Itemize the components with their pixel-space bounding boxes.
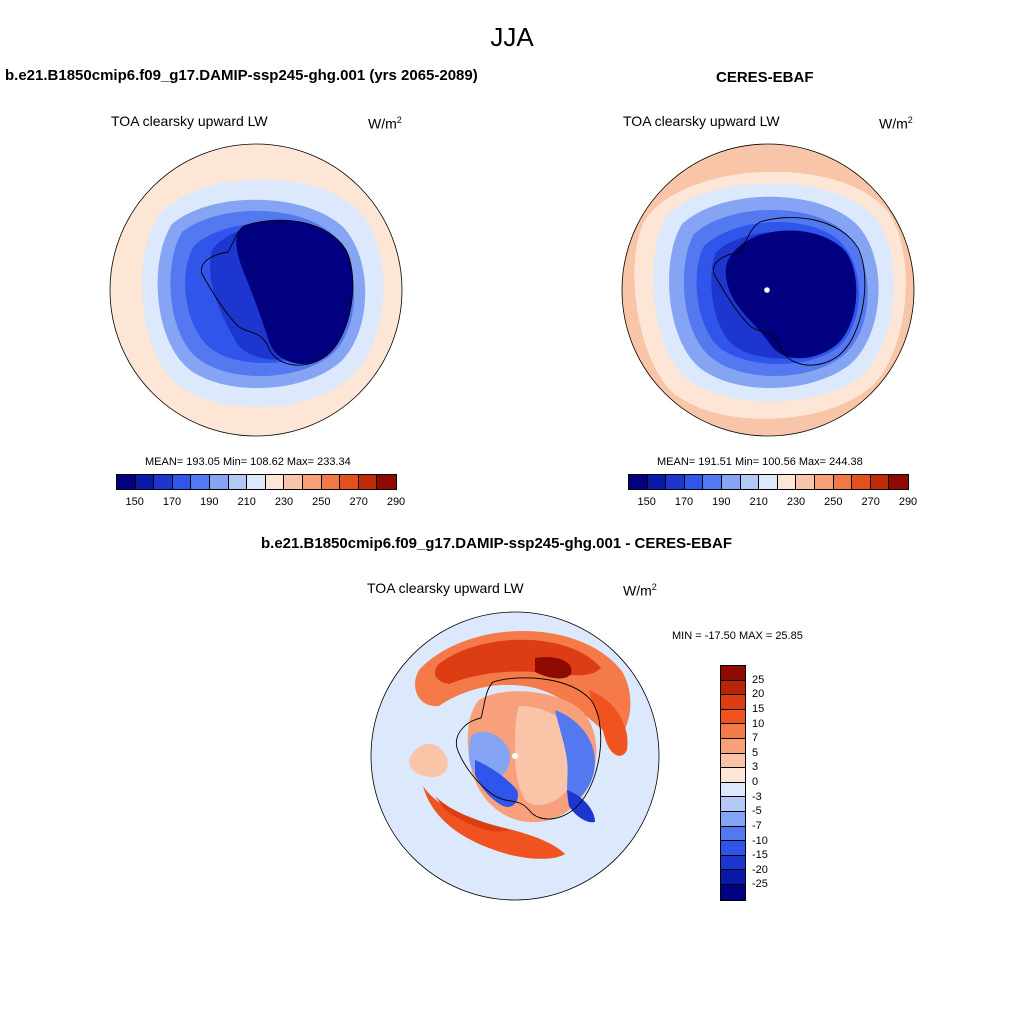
colorbar-tick-label: 150 — [637, 496, 656, 508]
colorbar-swatch — [377, 475, 396, 489]
colorbar-swatch — [721, 724, 745, 739]
colorbar-swatch — [721, 475, 741, 489]
colorbar-swatch — [358, 475, 378, 489]
diff-polar-map — [370, 611, 660, 901]
colorbar-tick-label: -3 — [752, 790, 762, 803]
colorbar-tick-label: -10 — [752, 834, 768, 847]
colorbar-tick-label: -25 — [752, 878, 768, 891]
colorbar-swatch — [117, 475, 136, 489]
model-units-label: W/m2 — [368, 115, 402, 132]
obs-units-label: W/m2 — [879, 115, 913, 132]
colorbar-swatch — [172, 475, 192, 489]
colorbar-swatch — [703, 475, 722, 489]
colorbar-tick-label: 250 — [824, 496, 843, 508]
colorbar-swatch — [684, 475, 704, 489]
colorbar-swatch — [247, 475, 266, 489]
colorbar-tick-label: 170 — [162, 496, 182, 508]
obs-panel-title: CERES-EBAF — [716, 69, 814, 86]
colorbar-tick-label: 20 — [752, 688, 765, 701]
obs-stats: MEAN= 191.51 Min= 100.56 Max= 244.38 — [657, 456, 863, 468]
obs-variable-label: TOA clearsky upward LW — [623, 113, 780, 129]
colorbar-swatch — [721, 753, 745, 769]
colorbar-swatch — [284, 475, 303, 489]
colorbar-swatch — [721, 855, 745, 871]
colorbar-tick-label: -20 — [752, 863, 768, 876]
colorbar-swatch — [870, 475, 890, 489]
colorbar-swatch — [721, 811, 745, 827]
colorbar-tick-label: 190 — [712, 496, 731, 508]
colorbar-swatch — [852, 475, 871, 489]
model-stats: MEAN= 193.05 Min= 108.62 Max= 233.34 — [145, 456, 351, 468]
colorbar-tick-label: 5 — [752, 746, 759, 759]
colorbar-tick-label: 15 — [752, 702, 765, 715]
model-variable-label: TOA clearsky upward LW — [111, 113, 268, 129]
colorbar-swatch — [721, 782, 745, 798]
colorbar-swatch — [721, 709, 745, 725]
obs-colorbar — [628, 474, 909, 490]
colorbar-tick-label: 0 — [752, 776, 759, 788]
diff-variable-label: TOA clearsky upward LW — [367, 580, 524, 596]
diff-colorbar — [720, 665, 746, 901]
colorbar-tick-label: 230 — [786, 496, 806, 508]
diff-units-label: W/m2 — [623, 582, 657, 599]
colorbar-swatch — [721, 695, 745, 710]
colorbar-tick-label: 210 — [749, 496, 768, 508]
colorbar-swatch — [721, 768, 745, 783]
colorbar-swatch — [721, 680, 745, 696]
colorbar-swatch — [740, 475, 760, 489]
diff-stats: MIN = -17.50 MAX = 25.85 — [672, 630, 803, 642]
colorbar-swatch — [889, 475, 908, 489]
colorbar-swatch — [340, 475, 359, 489]
colorbar-swatch — [777, 475, 797, 489]
colorbar-swatch — [265, 475, 285, 489]
colorbar-swatch — [228, 475, 248, 489]
colorbar-tick-label: 270 — [861, 496, 880, 508]
colorbar-tick-label: -5 — [752, 805, 762, 818]
colorbar-tick-label: 190 — [200, 496, 219, 508]
colorbar-swatch — [647, 475, 667, 489]
obs-polar-map — [621, 143, 915, 437]
colorbar-swatch — [629, 475, 648, 489]
colorbar-swatch — [321, 475, 341, 489]
colorbar-swatch — [833, 475, 853, 489]
colorbar-swatch — [721, 841, 745, 856]
diff-panel-title: b.e21.B1850cmip6.f09_g17.DAMIP-ssp245-gh… — [261, 535, 732, 552]
colorbar-swatch — [759, 475, 778, 489]
colorbar-swatch — [721, 884, 745, 900]
colorbar-tick-label: 270 — [349, 496, 368, 508]
season-title: JJA — [490, 22, 534, 52]
colorbar-tick-label: 3 — [752, 761, 759, 774]
colorbar-tick-label: 250 — [312, 496, 331, 508]
colorbar-tick-label: 150 — [125, 496, 144, 508]
colorbar-tick-label: 210 — [237, 496, 256, 508]
diff-colorbar-ticks: 25 20 15 10 7 5 3 0 -3 -5 -7 -10 -15 -20 -25 — [752, 665, 792, 899]
colorbar-tick-label: 170 — [674, 496, 694, 508]
colorbar-swatch — [721, 738, 745, 754]
colorbar-tick-label: 290 — [386, 496, 406, 508]
colorbar-tick-label: 290 — [898, 496, 918, 508]
colorbar-swatch — [302, 475, 322, 489]
colorbar-swatch — [135, 475, 155, 489]
colorbar-tick-label: -15 — [752, 849, 768, 862]
model-colorbar — [116, 474, 397, 490]
colorbar-swatch — [721, 870, 745, 885]
colorbar-tick-label: 10 — [752, 717, 765, 730]
colorbar-tick-label: 230 — [274, 496, 294, 508]
colorbar-swatch — [721, 797, 745, 812]
colorbar-swatch — [721, 826, 745, 842]
colorbar-swatch — [796, 475, 815, 489]
colorbar-swatch — [814, 475, 834, 489]
model-panel-title: b.e21.B1850cmip6.f09_g17.DAMIP-ssp245-gh… — [5, 67, 478, 84]
colorbar-tick-label: 25 — [752, 673, 765, 686]
colorbar-tick-label: 7 — [752, 732, 759, 745]
colorbar-swatch — [666, 475, 685, 489]
colorbar-swatch — [191, 475, 210, 489]
colorbar-swatch — [721, 666, 745, 681]
colorbar-swatch — [154, 475, 173, 489]
colorbar-swatch — [209, 475, 229, 489]
colorbar-tick-label: -7 — [752, 819, 762, 832]
model-polar-map — [109, 143, 403, 437]
